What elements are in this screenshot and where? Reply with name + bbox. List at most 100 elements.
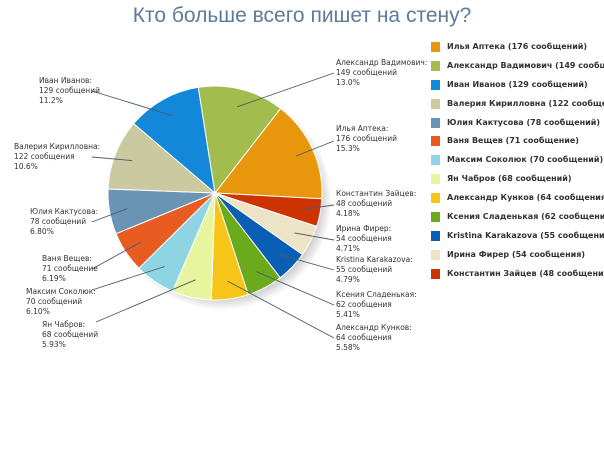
data-label-line: 5.41% [336, 310, 360, 319]
legend-swatch [431, 174, 440, 185]
data-label: Александр Вадимович: 149 сообщений 13.0% [336, 58, 427, 87]
leader-line [91, 241, 142, 270]
leader-line [237, 72, 335, 108]
pie-slice [197, 85, 282, 195]
data-label-line: 78 сообщений [30, 217, 86, 226]
legend-label: Александр Кунков (64 сообщения) [447, 193, 604, 203]
legend-item: Максим Соколюк (70 сообщений) [431, 151, 604, 170]
legend-label: Максим Соколюк (70 сообщений) [447, 155, 604, 165]
data-label: Илья Аптека: 176 сообщений 15.3% [336, 124, 397, 153]
data-label: Kristina Karakazova: 55 сообщений 4.79% [336, 255, 413, 284]
data-label-line: 149 сообщений [336, 68, 397, 77]
legend-item: Ваня Вещев (71 сообщение) [431, 132, 604, 151]
legend-label: Илья Аптека (176 сообщений) [447, 42, 588, 51]
data-label: Валерия Кирилловна: 122 сообщения 10.6% [14, 142, 100, 171]
data-label-line: 4.18% [336, 209, 360, 218]
legend-item: Константин Зайцев (48 сообщений) [431, 265, 604, 284]
legend-swatch [431, 60, 440, 71]
data-label-line: 15.3% [336, 144, 360, 153]
data-label-line: 11.2% [39, 96, 63, 105]
data-label: Константин Зайцев: 48 сообщений 4.18% [336, 189, 416, 218]
leader-line [91, 90, 172, 116]
data-label-line: 71 сообщение [42, 264, 98, 273]
data-label-line: Максим Соколюк: [26, 287, 96, 296]
legend-label: Константин Зайцев (48 сообщений) [447, 268, 604, 278]
pie-slice [214, 107, 323, 200]
legend-item: Ирина Фирер (54 сообщения) [431, 246, 604, 265]
legend-swatch [431, 230, 440, 241]
leader-line [91, 208, 128, 223]
data-label-line: 48 сообщений [336, 199, 392, 208]
data-label-line: 55 сообщений [336, 265, 392, 274]
legend-swatch [431, 117, 440, 128]
data-label: Юлия Кактусова: 78 сообщений 6.80% [30, 207, 98, 236]
data-label: Иван Иванов: 129 сообщений 11.2% [39, 76, 100, 105]
legend-swatch [431, 98, 440, 109]
data-label-line: 129 сообщений [39, 86, 100, 95]
data-label-line: 5.58% [336, 343, 360, 352]
leader-line [95, 279, 196, 323]
data-label-line: Александр Вадимович: [336, 58, 427, 67]
data-label-line: 4.79% [336, 275, 360, 284]
leader-line [227, 280, 335, 339]
data-label-line: 10.6% [14, 162, 38, 171]
legend-label: Kristina Karakazova (55 сообщений) [447, 230, 604, 240]
legend-swatch [431, 249, 440, 260]
legend-swatch [431, 155, 440, 166]
leader-line [279, 254, 335, 271]
data-label-line: 6.10% [26, 307, 50, 316]
pie-data-labels: Илья Аптека: 176 сообщений 15.3% Константин… [14, 58, 427, 352]
leader-line [256, 271, 335, 306]
legend-label: Ирина Фирер (54 сообщения) [447, 249, 586, 259]
data-label: Ксения Сладенькая: 62 сообщения 5.41% [336, 290, 417, 319]
leader-line [302, 204, 335, 210]
pie-slice [107, 122, 217, 194]
legend-item: Юлия Кактусова (78 сообщений) [431, 114, 604, 133]
data-label-line: 64 сообщения [336, 333, 392, 342]
data-label-line: Иван Иванов: [39, 76, 92, 85]
data-label-line: Ваня Вещев: [42, 254, 92, 263]
legend-item: Kristina Karakazova (55 сообщений) [431, 227, 604, 246]
legend-swatch [431, 193, 440, 204]
legend-item: Александр Вадимович (149 сообщен [431, 57, 604, 76]
data-label: Ирина Фирер: 54 сообщения 4.71% [336, 224, 392, 253]
data-label-line: 13.0% [336, 78, 360, 87]
legend-label: Ксения Сладенькая (62 сообщения) [447, 212, 604, 222]
data-label-line: 122 сообщения [14, 152, 75, 161]
legend-label: Иван Иванов (129 сообщений) [447, 79, 588, 89]
leader-line [295, 140, 335, 157]
data-label-line: 62 сообщения [336, 300, 392, 309]
data-label-line: Константин Зайцев: [336, 189, 416, 198]
data-label-line: 68 сообщений [42, 330, 98, 339]
legend-swatch [431, 212, 440, 223]
legend-item: Илья Аптека (176 сообщений) [431, 38, 604, 57]
legend-swatch [431, 136, 440, 147]
leader-line [91, 266, 165, 291]
data-label-line: 5.93% [42, 340, 66, 349]
data-label-line: 176 сообщений [336, 134, 397, 143]
data-label-line: Александр Кунков: [336, 323, 412, 332]
legend-item: Валерия Кирилловна (122 сообщения) [431, 95, 604, 114]
legend-label: Александр Вадимович (149 сообщен [447, 60, 604, 70]
pie-slice [132, 86, 216, 195]
legend-item: Ксения Сладенькая (62 сообщения) [431, 208, 604, 227]
data-label-line: 6.80% [30, 227, 54, 236]
data-label-line: Валерия Кирилловна: [14, 142, 100, 151]
legend-swatch [431, 42, 440, 52]
legend-item: Иван Иванов (129 сообщений) [431, 76, 604, 95]
data-label-line: Ксения Сладенькая: [336, 290, 417, 299]
data-label-line: Илья Аптека: [336, 124, 388, 133]
legend-label: Ваня Вещев (71 сообщение) [447, 136, 579, 146]
data-label: Александр Кунков: 64 сообщения 5.58% [336, 323, 412, 352]
data-label-line: 70 сообщений [26, 297, 82, 306]
data-label-line: 4.71% [336, 244, 360, 253]
data-label-line: Ирина Фирер: [336, 224, 391, 233]
data-label: Ян Чабров: 68 сообщений 5.93% [42, 320, 98, 349]
pie-slices [107, 85, 323, 301]
data-label: Максим Соколюк: 70 сообщений 6.10% [26, 287, 96, 316]
data-label-line: Kristina Karakazova: [336, 255, 413, 264]
chart-legend: Илья Аптека (176 сообщений) Александр Вад… [431, 38, 604, 284]
legend-swatch [431, 79, 440, 90]
data-label-line: 6.19% [42, 274, 66, 283]
legend-label: Юлия Кактусова (78 сообщений) [447, 117, 601, 127]
